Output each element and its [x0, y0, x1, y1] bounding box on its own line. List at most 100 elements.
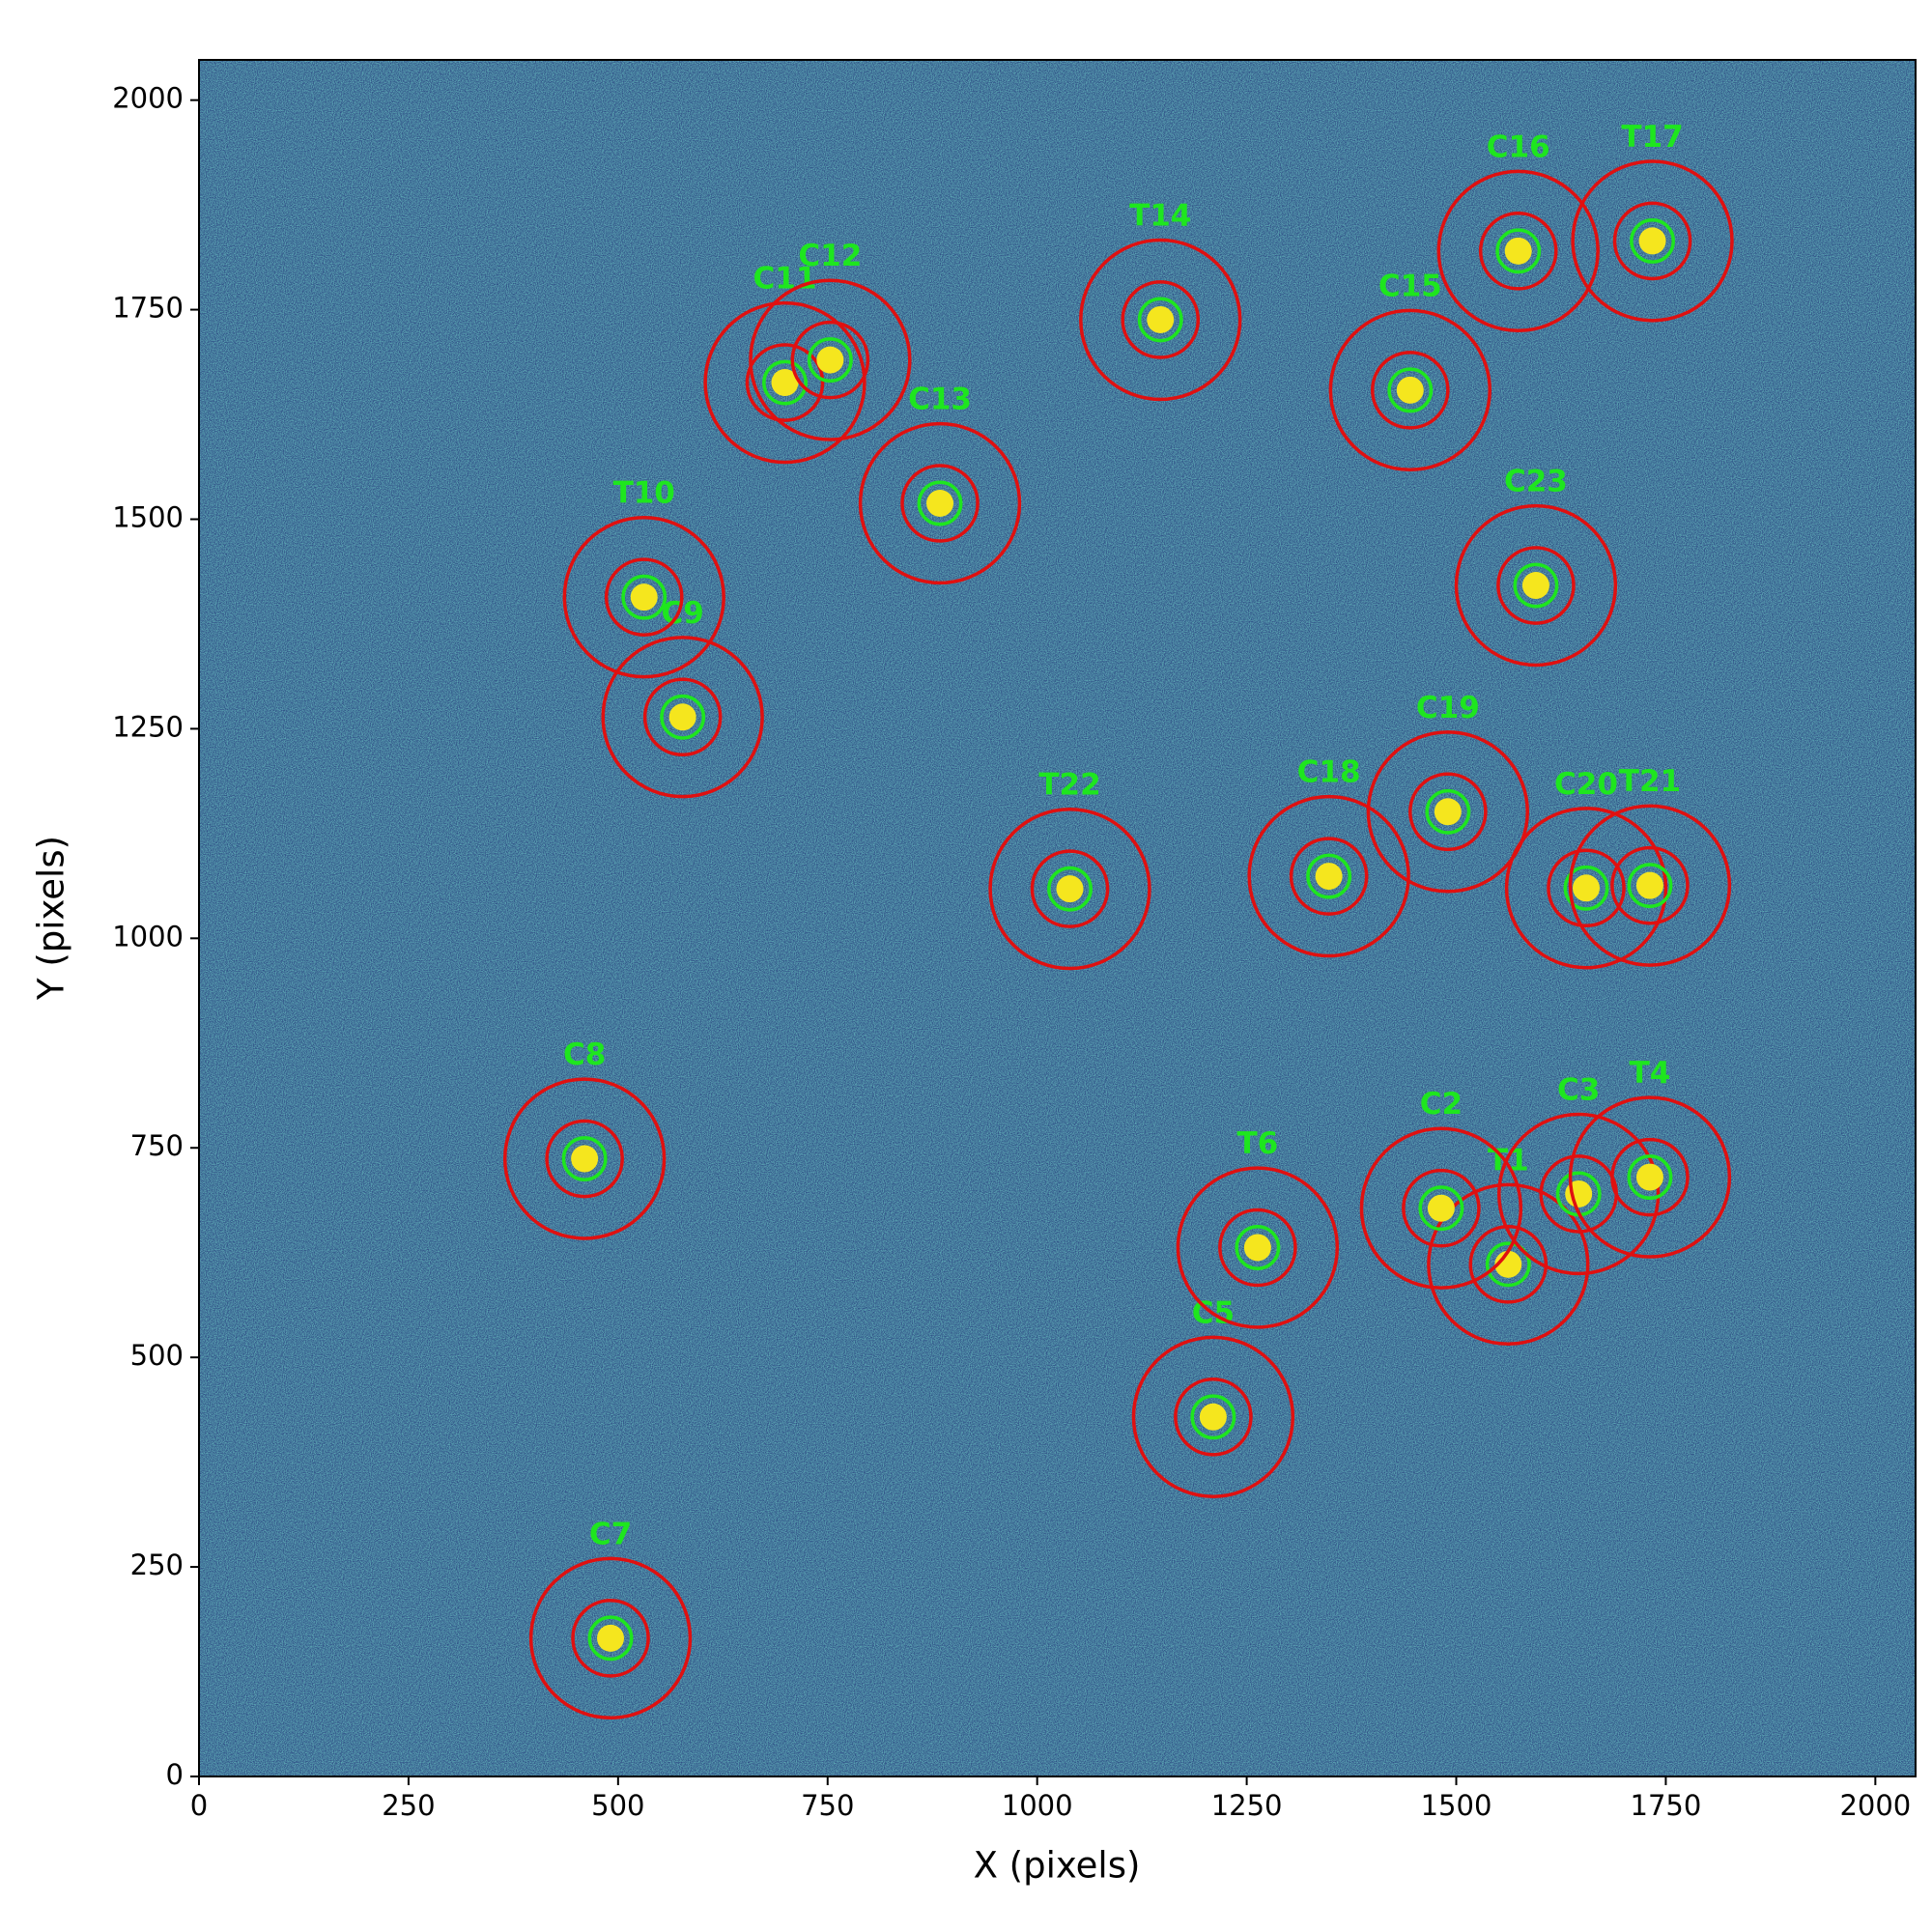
aperture: [1425, 788, 1471, 835]
annulus-outer: [1328, 308, 1492, 472]
aperture: [1235, 1225, 1281, 1270]
annulus-outer: [703, 300, 867, 465]
annulus-inner: [1468, 1225, 1548, 1304]
aperture: [1306, 853, 1352, 899]
annulus-inner: [1218, 1208, 1297, 1288]
aperture: [762, 359, 808, 406]
annulus-inner: [1402, 1168, 1481, 1248]
annulus-outer: [1427, 1182, 1590, 1347]
annulus-inner: [1289, 837, 1369, 916]
source-label: C16: [1487, 129, 1550, 164]
annulus-inner: [1121, 280, 1201, 359]
star: [668, 703, 696, 731]
source-label: T17: [1621, 120, 1683, 155]
annulus-outer: [1436, 169, 1600, 333]
y-tick-label: 750: [130, 1129, 184, 1162]
star: [1573, 874, 1601, 902]
annulus-outer: [1247, 794, 1410, 958]
plot-frame: [198, 59, 1917, 1777]
star: [816, 346, 844, 374]
source-label: T6: [1237, 1126, 1279, 1161]
aperture: [660, 694, 706, 740]
y-tick-label: 250: [130, 1548, 184, 1581]
aperture: [1627, 1154, 1673, 1201]
annulus-inner: [642, 677, 723, 757]
annulus-outer: [1079, 238, 1242, 402]
aperture: [587, 1615, 634, 1662]
aperture: [1047, 866, 1093, 912]
aperture: [1387, 367, 1434, 413]
annulus-inner: [545, 1119, 624, 1199]
annulus-outer: [528, 1556, 693, 1720]
x-tick-label: 1750: [1631, 1789, 1702, 1822]
aperture: [621, 574, 668, 620]
annulus-inner: [571, 1599, 650, 1678]
star: [1427, 1194, 1455, 1222]
source-label: C18: [1297, 755, 1361, 790]
annulus-outer: [1359, 1126, 1523, 1290]
annulus-inner: [745, 343, 825, 422]
source-label: C20: [1554, 767, 1618, 802]
aperture: [1627, 863, 1673, 909]
x-tick-label: 1250: [1211, 1789, 1283, 1822]
star: [1056, 875, 1084, 903]
x-axis-label: X (pixels): [974, 1845, 1141, 1887]
star: [1504, 237, 1532, 265]
y-tick-label: 1250: [112, 710, 184, 743]
annulus-outer: [1176, 1166, 1340, 1329]
star: [1635, 871, 1663, 899]
aperture: [1190, 1394, 1236, 1440]
annulus-outer: [1568, 804, 1732, 967]
star: [1315, 863, 1343, 891]
annulus-inner: [1370, 351, 1450, 430]
source-label: C19: [1416, 691, 1480, 725]
star: [1147, 305, 1175, 333]
source-label: T22: [1038, 768, 1100, 803]
aperture: [917, 480, 963, 526]
source-label: C3: [1557, 1072, 1600, 1107]
annulus-outer: [601, 636, 764, 799]
annulus-outer: [988, 807, 1151, 971]
source-label: C13: [908, 383, 972, 417]
star: [1434, 798, 1462, 826]
annulus-outer: [1571, 159, 1734, 323]
annulus-inner: [790, 320, 870, 400]
source-label: T21: [1619, 764, 1681, 799]
source-label: C23: [1504, 465, 1568, 499]
x-tick-label: 1000: [1002, 1789, 1073, 1822]
star: [1396, 376, 1424, 404]
x-tick-label: 1500: [1421, 1789, 1492, 1822]
source-label: C11: [753, 262, 817, 297]
annulus-outer: [749, 278, 912, 441]
x-tick-label: 2000: [1839, 1789, 1911, 1822]
aperture: [1513, 562, 1559, 609]
annulus-inner: [1610, 1137, 1690, 1217]
annulus-outer: [1568, 1095, 1732, 1259]
aperture: [807, 337, 853, 384]
y-tick-label: 0: [166, 1758, 184, 1791]
y-tick-label: 1000: [112, 920, 184, 952]
annulus-outer: [1504, 807, 1668, 970]
annulus-outer: [858, 421, 1022, 585]
annulus-inner: [604, 557, 684, 637]
star: [1635, 1163, 1663, 1191]
y-axis-label: Y (pixels): [31, 836, 72, 1001]
source-label: C8: [563, 1037, 606, 1072]
annulus-inner: [1174, 1377, 1253, 1457]
x-tick-label: 500: [591, 1789, 644, 1822]
annulus-outer: [1497, 1112, 1661, 1276]
star: [1243, 1234, 1271, 1262]
aperture: [1418, 1185, 1464, 1232]
source-label: T14: [1129, 198, 1191, 233]
star: [1199, 1403, 1227, 1431]
annulus-inner: [1408, 772, 1488, 852]
annulus-outer: [1131, 1335, 1295, 1498]
aperture: [1495, 228, 1542, 274]
annulus-inner: [1478, 212, 1558, 291]
star: [926, 490, 954, 518]
annulus-inner: [1610, 845, 1690, 925]
annulus-outer: [1366, 730, 1530, 894]
x-tick-label: 0: [190, 1789, 208, 1822]
